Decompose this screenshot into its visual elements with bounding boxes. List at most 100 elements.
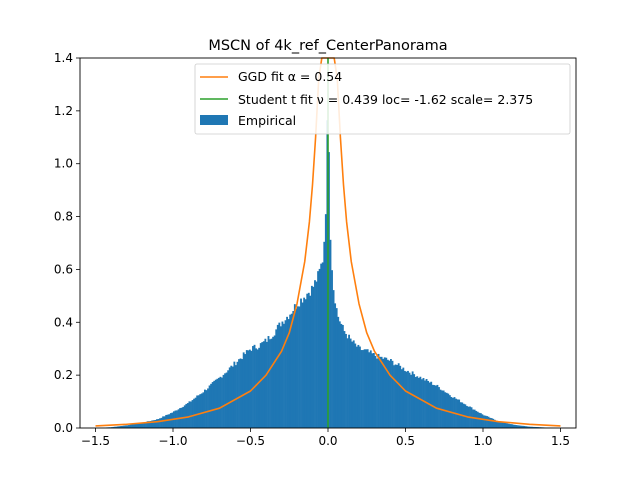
histogram-bin (372, 353, 375, 428)
histogram-bin (503, 422, 505, 428)
histogram-bin (169, 413, 172, 428)
histogram-bin (481, 414, 484, 428)
histogram-bin (290, 313, 293, 428)
histogram-bin (411, 371, 414, 428)
histogram-bin (258, 347, 261, 428)
histogram-bin (292, 311, 295, 428)
histogram-bin (340, 323, 343, 428)
histogram-bin (241, 359, 244, 428)
histogram-bin (204, 389, 206, 428)
histogram-bin (479, 413, 482, 428)
histogram-bin (115, 426, 118, 428)
histogram-bin (205, 390, 208, 428)
histogram-bin (422, 378, 425, 428)
histogram-bin (492, 418, 495, 428)
histogram-bin (514, 424, 516, 428)
histogram-bin (310, 285, 313, 428)
histogram-bin (403, 370, 406, 428)
histogram-bin (261, 342, 264, 428)
histogram-bin (236, 361, 239, 428)
histogram-bin (510, 424, 513, 428)
histogram-bin (138, 423, 141, 428)
histogram-bin (149, 420, 152, 428)
histogram-bin (436, 384, 439, 428)
histogram-bin (166, 414, 169, 428)
histogram-bin (402, 367, 405, 428)
histogram-bin (279, 326, 282, 428)
histogram-bin (224, 373, 226, 428)
histogram-bin (524, 426, 527, 428)
histogram-bin (314, 280, 316, 428)
histogram-bin (211, 382, 214, 428)
histogram-bin (235, 365, 237, 428)
histogram-bin (233, 361, 236, 428)
histogram-bin (369, 350, 372, 428)
histogram-bin (321, 262, 324, 428)
histogram-bin (506, 423, 509, 428)
histogram-bin (255, 348, 257, 428)
histogram-bin (507, 423, 510, 428)
histogram-bin (275, 329, 278, 428)
histogram-bin (145, 422, 147, 428)
histogram-bin (120, 425, 123, 428)
histogram-bin (315, 281, 318, 428)
histogram-bin (221, 377, 223, 428)
histogram-bin (337, 316, 340, 428)
legend: GGD fit α = 0.54 Student t fit ν = 0.439… (194, 63, 571, 135)
histogram-bin (193, 398, 195, 428)
histogram-bin (112, 426, 115, 428)
histogram-bin (529, 426, 532, 428)
x-tick-label: 1.0 (473, 434, 492, 448)
y-axis-ticks: 0.0 0.2 0.4 0.6 0.8 1.0 1.2 1.4 (54, 51, 80, 435)
histogram-bin (270, 338, 273, 428)
histogram-bin (216, 378, 219, 428)
histogram-bin (493, 419, 496, 428)
histogram-bin (346, 338, 349, 428)
histogram-bin (309, 295, 312, 428)
histogram-bin (490, 418, 493, 428)
histogram-bin (473, 409, 476, 428)
histogram-bin (123, 425, 126, 428)
histogram-bin (410, 374, 412, 428)
histogram-bin (124, 425, 127, 428)
histogram-bin (419, 376, 422, 428)
histogram-bin (278, 322, 281, 428)
histogram-bin (354, 343, 357, 428)
y-tick-label: 0.8 (54, 210, 73, 224)
histogram-bin (348, 334, 350, 428)
histogram-bin (307, 292, 310, 428)
histogram-bin (151, 420, 154, 428)
histogram-bin (382, 358, 385, 428)
histogram-bin (393, 365, 395, 428)
histogram-bin (121, 425, 124, 428)
histogram-bin (357, 344, 360, 428)
histogram-bin (283, 323, 285, 428)
histogram-bin (413, 374, 416, 428)
y-tick-label: 0.0 (54, 421, 73, 435)
histogram-bin (334, 303, 337, 428)
histogram-bin (520, 425, 523, 428)
histogram-bin (227, 370, 230, 428)
histogram-bin (289, 314, 292, 428)
histogram-bin (196, 395, 199, 428)
histogram-bin (379, 356, 381, 428)
histogram-bin (486, 416, 488, 428)
histogram-bin (142, 422, 144, 428)
histogram-bin (537, 427, 540, 428)
histogram-bin (512, 424, 515, 428)
histogram-bin (345, 333, 347, 428)
histogram-bin (341, 324, 344, 428)
histogram-bin (272, 336, 275, 428)
legend-ggd-label: GGD fit α = 0.54 (238, 69, 342, 84)
x-tick-label: −0.5 (236, 434, 265, 448)
histogram-bin (200, 393, 203, 428)
histogram-bin (287, 319, 290, 428)
histogram-bin (335, 308, 338, 428)
histogram-bin (213, 380, 216, 428)
histogram-bin (390, 359, 392, 428)
histogram-bin (338, 321, 341, 428)
histogram-bin (509, 424, 512, 428)
histogram-bin (157, 419, 160, 428)
histogram-bin (140, 422, 143, 428)
